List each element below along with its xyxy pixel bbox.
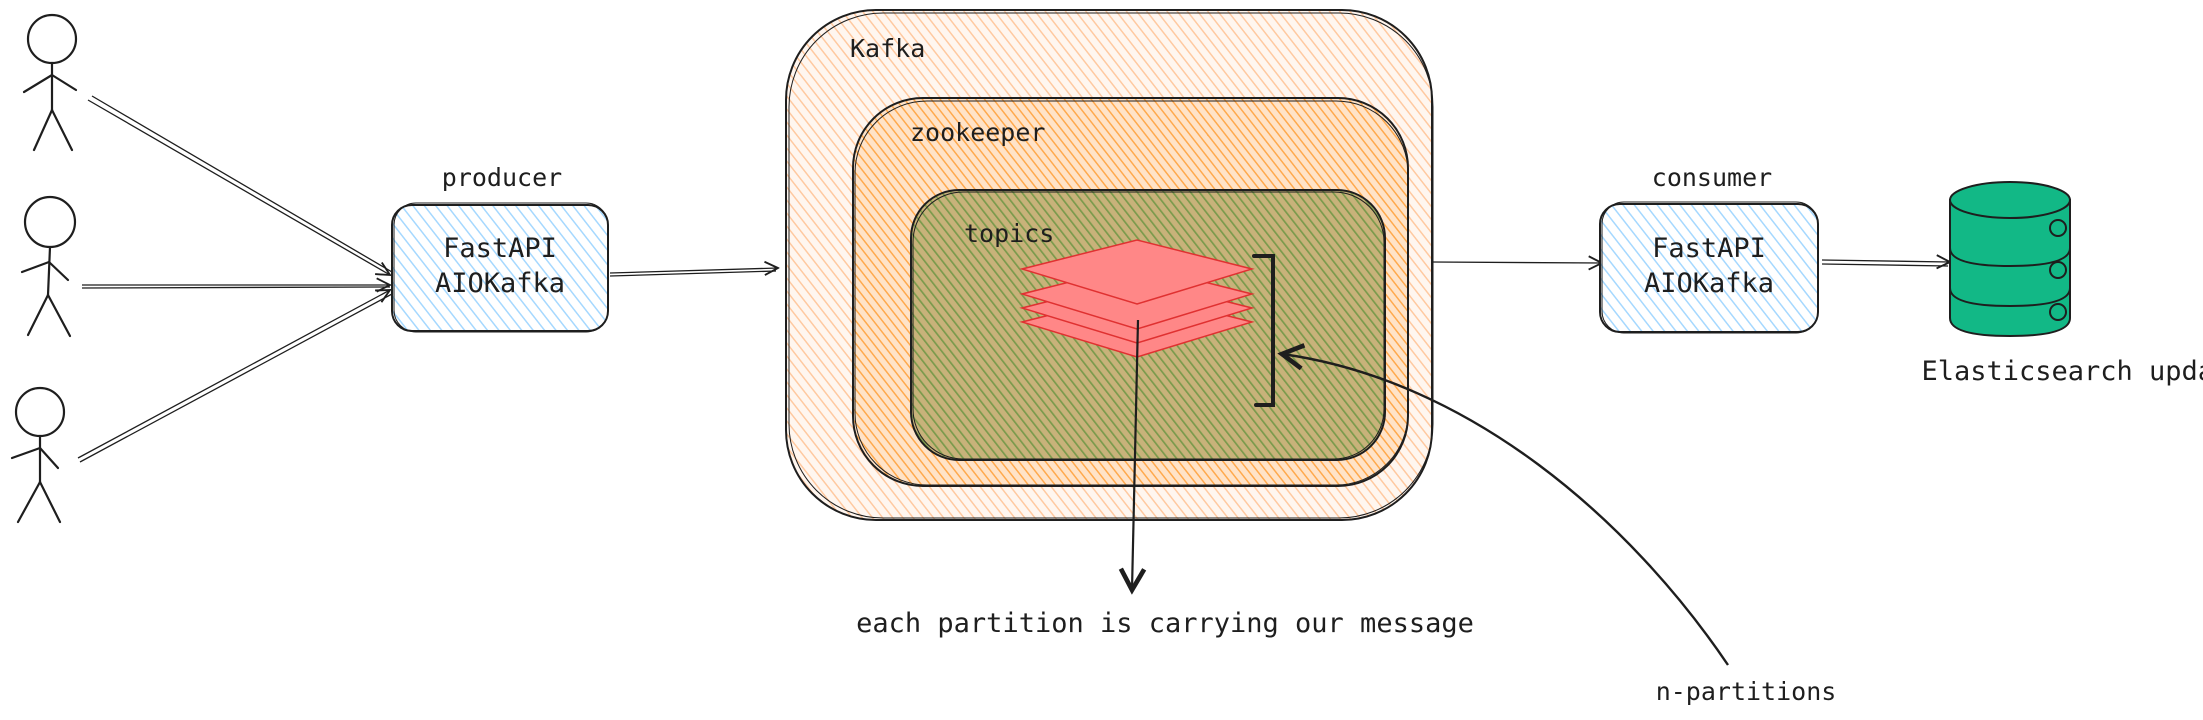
user-2-icon [20,195,77,338]
consumer-title: consumer [1652,163,1772,192]
producer-to-kafka-arrow [609,268,778,277]
consumer-line-1: FastAPI [1652,233,1766,264]
n-partitions-label: n-partitions [1656,677,1837,706]
zookeeper-title: zookeeper [910,118,1045,147]
consumer-to-db-arrow [1821,260,1950,266]
topics-title: topics [964,219,1054,248]
consumer-line-2: AIOKafka [1644,268,1774,299]
user-1-icon [22,13,78,152]
elasticsearch-label: Elasticsearch update [1921,356,2203,387]
user-3-icon [10,386,66,524]
n-partitions-arrow [1282,354,1729,666]
consumer-box: FastAPI AIOKafka [1599,201,1819,334]
producer-title: producer [442,163,562,192]
partition-layer-1 [1019,239,1255,305]
producer-line-1: FastAPI [443,233,557,264]
partition-bracket [1252,254,1275,407]
partition-note: each partition is carrying our message [856,608,1474,639]
kafka-to-consumer-arrow [1431,262,1602,263]
user-to-producer-arrows [77,95,393,463]
database-icon [1949,181,2071,338]
producer-box: FastAPI AIOKafka [391,202,609,333]
producer-line-2: AIOKafka [435,268,565,299]
partition-note-arrow [1132,319,1138,590]
kafka-title: Kafka [850,34,925,63]
